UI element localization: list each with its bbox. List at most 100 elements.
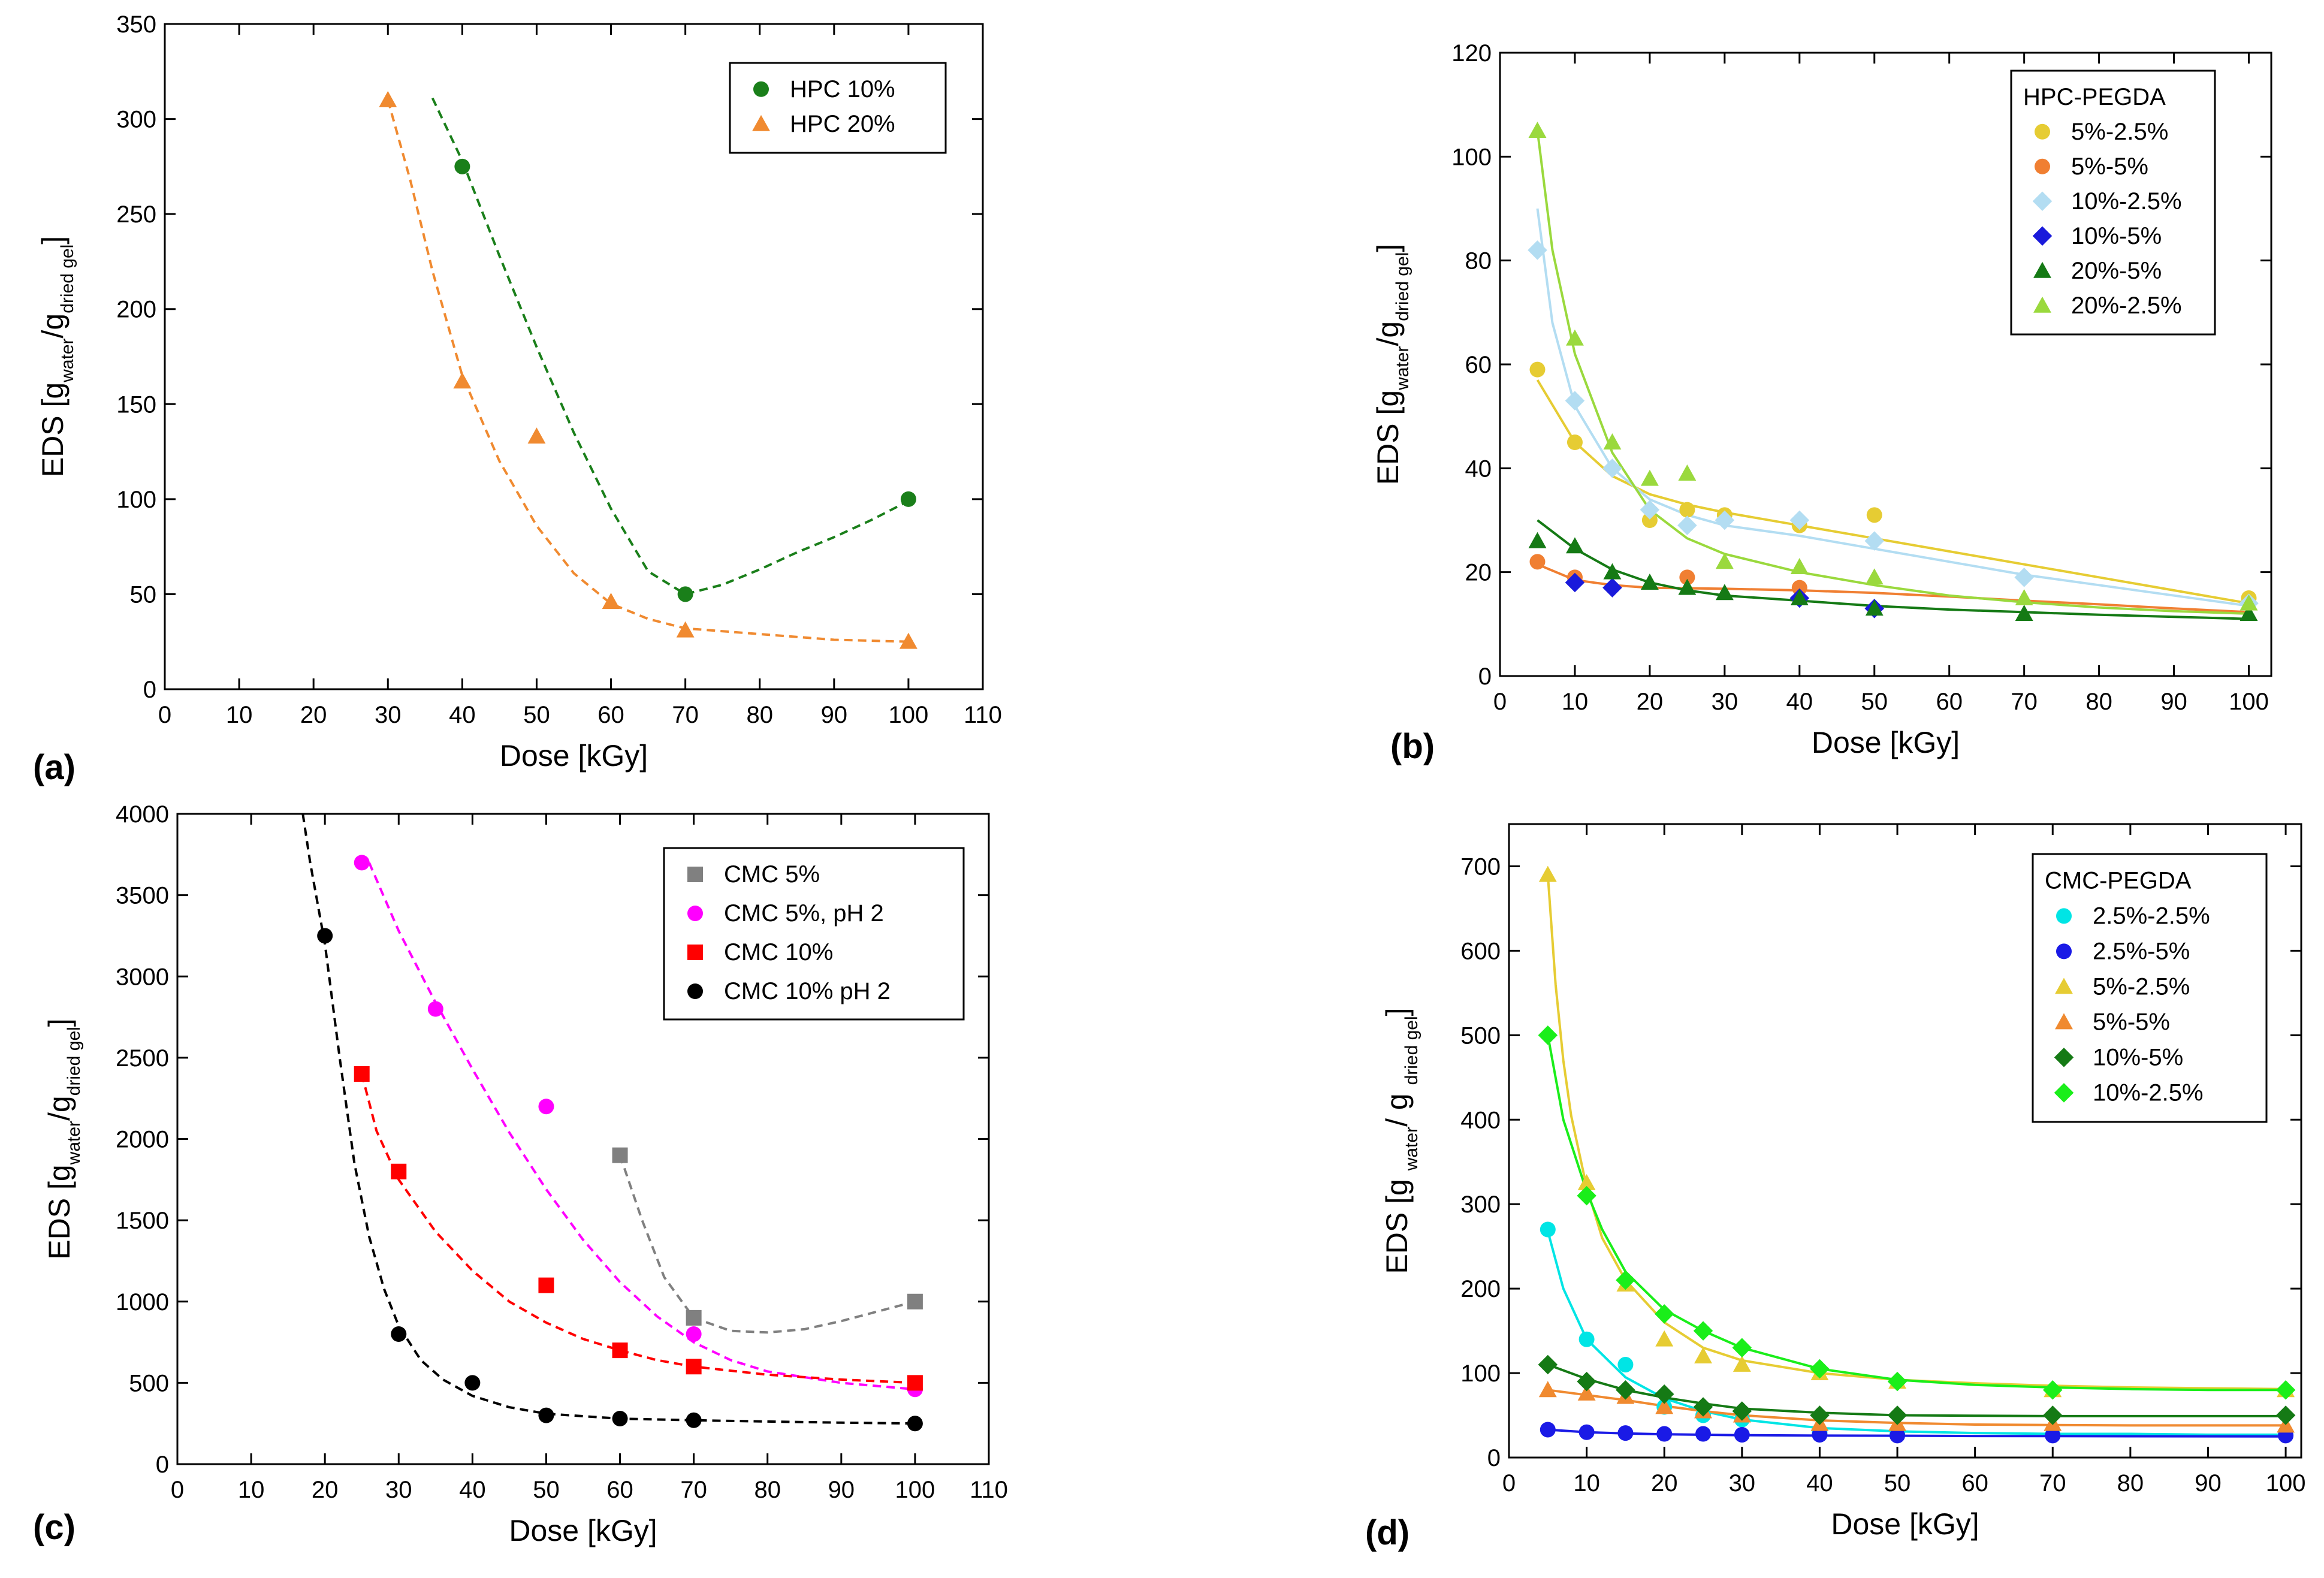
legend-marker bbox=[2033, 296, 2051, 313]
x-tick-label: 0 bbox=[1502, 1470, 1516, 1496]
y-axis-title: EDS [gwater/gdried gel] bbox=[43, 1018, 84, 1259]
data-point bbox=[1678, 464, 1697, 481]
data-point bbox=[676, 621, 695, 638]
y-tick-label: 250 bbox=[116, 201, 156, 228]
panel-b: 0 10 20 30 40 50 60 70 80 90 100 0 20 40 60 80 100 120 Dos… bbox=[1371, 40, 2272, 766]
fit-curve-20-2-5- bbox=[1536, 130, 2249, 615]
data-point bbox=[1529, 554, 1546, 570]
x-tick-label: 40 bbox=[1806, 1470, 1833, 1496]
y-tick-label: 1500 bbox=[116, 1208, 169, 1234]
x-tick-label: 80 bbox=[746, 702, 773, 728]
legend-entry: 5%-5% bbox=[2093, 1009, 2170, 1035]
legend-marker bbox=[2032, 191, 2053, 212]
y-tick-label: 0 bbox=[1478, 663, 1492, 690]
y-tick-label: 20 bbox=[1465, 560, 1492, 586]
x-tick-label: 10 bbox=[1562, 689, 1589, 715]
data-point bbox=[2015, 605, 2033, 621]
y-tick-label: 100 bbox=[116, 487, 156, 513]
data-point bbox=[1538, 1025, 1558, 1045]
legend-entry: CMC 10% pH 2 bbox=[724, 978, 891, 1004]
y-axis-text: ] bbox=[1380, 1007, 1414, 1016]
y-axis-text: EDS [g bbox=[1380, 1170, 1414, 1274]
fit-curve-cmc-10-ph-2 bbox=[301, 814, 915, 1425]
y-axis-text: ] bbox=[1371, 244, 1405, 252]
legend-entry: 5%-2.5% bbox=[2071, 119, 2168, 145]
data-point bbox=[2240, 605, 2258, 621]
data-point bbox=[1565, 391, 1585, 411]
x-axis-title: Dose [kGy] bbox=[1812, 726, 1960, 759]
x-tick-label: 40 bbox=[1786, 689, 1813, 715]
legend-marker bbox=[2035, 158, 2050, 174]
y-tick-label: 150 bbox=[116, 391, 156, 418]
data-point bbox=[1538, 1354, 1558, 1375]
data-point bbox=[1577, 1174, 1596, 1190]
legend-entry: 2.5%-2.5% bbox=[2093, 903, 2210, 929]
legend-marker bbox=[2054, 1083, 2074, 1103]
data-point bbox=[1732, 1401, 1752, 1421]
data-point bbox=[1887, 1371, 1908, 1392]
data-point bbox=[1655, 1398, 1674, 1414]
y-tick-label: 80 bbox=[1465, 248, 1492, 274]
data-point bbox=[427, 1001, 443, 1017]
y-tick-label: 1000 bbox=[116, 1289, 169, 1315]
data-point bbox=[1890, 1428, 1906, 1444]
data-point bbox=[1715, 584, 1734, 601]
data-point bbox=[1603, 563, 1622, 580]
legend-box bbox=[663, 847, 965, 1021]
y-tick-label: 350 bbox=[116, 11, 156, 38]
data-point bbox=[391, 1326, 407, 1342]
y-axis-subscript: dried gel bbox=[64, 1027, 84, 1096]
x-tick-label: 20 bbox=[300, 702, 327, 728]
data-point bbox=[900, 491, 916, 507]
data-point bbox=[538, 1099, 554, 1115]
data-point bbox=[1577, 1185, 1596, 1206]
data-point bbox=[1654, 1304, 1674, 1324]
x-tick-label: 30 bbox=[1712, 689, 1739, 715]
data-point bbox=[1565, 572, 1585, 593]
data-point bbox=[1602, 578, 1622, 598]
fit-curve-20-5- bbox=[1537, 519, 2249, 620]
x-tick-label: 60 bbox=[1961, 1470, 1988, 1496]
data-point bbox=[379, 90, 397, 107]
fit-curve-cmc-10- bbox=[360, 1073, 915, 1384]
data-point bbox=[686, 1412, 702, 1428]
data-point bbox=[1529, 361, 1546, 378]
data-point bbox=[1616, 1270, 1635, 1290]
data-point bbox=[1528, 122, 1547, 138]
data-point bbox=[527, 427, 546, 444]
legend-entry: CMC 5% bbox=[724, 861, 820, 888]
x-tick-label: 100 bbox=[895, 1477, 935, 1503]
data-point bbox=[1577, 1371, 1596, 1392]
data-point bbox=[2015, 589, 2033, 605]
data-point bbox=[1789, 510, 1810, 530]
data-point bbox=[1567, 435, 1583, 450]
x-tick-label: 70 bbox=[680, 1477, 707, 1503]
data-point bbox=[1654, 1384, 1674, 1404]
legend-box bbox=[2032, 853, 2268, 1123]
data-point bbox=[686, 1326, 702, 1342]
data-point bbox=[1866, 507, 1882, 523]
legend-marker bbox=[752, 114, 770, 131]
legend-marker bbox=[2032, 226, 2053, 246]
y-tick-label: 0 bbox=[156, 1452, 169, 1478]
legend-entry: 10%-5% bbox=[2071, 223, 2162, 249]
data-point bbox=[1733, 1356, 1751, 1372]
y-axis-text: /g bbox=[1371, 321, 1405, 346]
legend-title: HPC-PEGDA bbox=[2023, 84, 2166, 110]
data-point bbox=[1656, 1426, 1673, 1442]
data-point bbox=[1603, 433, 1622, 449]
legend-entry: 20%-5% bbox=[2071, 258, 2162, 284]
y-tick-label: 0 bbox=[1487, 1445, 1501, 1471]
data-point bbox=[2275, 1405, 2296, 1425]
x-tick-label: 100 bbox=[2229, 689, 2269, 715]
y-tick-label: 700 bbox=[1460, 853, 1501, 880]
legend-entry: 2.5%-5% bbox=[2093, 938, 2190, 964]
y-axis-title: EDS [gwater/gdried gel] bbox=[1371, 244, 1412, 485]
x-tick-label: 80 bbox=[754, 1477, 781, 1503]
fit-curve-10-2-5- bbox=[1536, 208, 2249, 607]
x-tick-label: 50 bbox=[533, 1477, 560, 1503]
x-tick-label: 110 bbox=[964, 702, 1002, 728]
x-tick-label: 50 bbox=[1884, 1470, 1911, 1496]
legend-marker bbox=[687, 867, 703, 882]
data-point bbox=[453, 372, 472, 389]
